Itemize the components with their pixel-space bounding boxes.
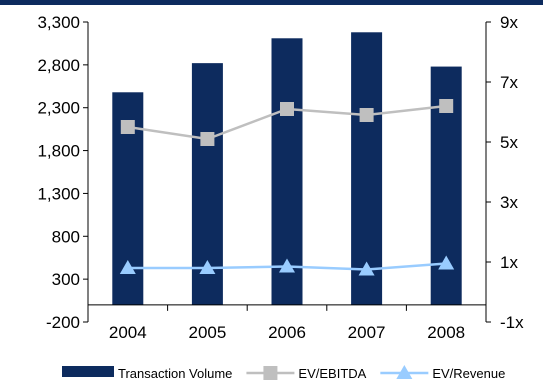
point-ev-revenue (279, 258, 295, 273)
point-ev-ebitda (359, 108, 374, 122)
legend-marker-ev-revenue (396, 365, 413, 379)
point-ev-ebitda (200, 132, 215, 146)
y-right-tick-label: 5x (500, 133, 518, 152)
legend-swatch-transaction-volume (62, 366, 114, 377)
legend-label-ev-revenue: EV/Revenue (432, 366, 505, 381)
plot-area: -200 300 800 1,300 1,800 2,300 2,800 3,300 -1x 1x… (37, 13, 524, 342)
y-left-tick-label: 800 (52, 227, 80, 246)
y-right-tick-label: 1x (500, 253, 518, 272)
y-left-tick-label: 1,800 (37, 142, 80, 161)
legend: Transaction Volume EV/EBITDA EV/Revenue (62, 365, 505, 381)
legend-label-ev-ebitda: EV/EBITDA (298, 366, 366, 381)
point-ev-revenue (358, 261, 375, 276)
y-left-tick-label: 3,300 (37, 13, 80, 32)
legend-label-transaction-volume: Transaction Volume (118, 366, 232, 381)
y-left-tick-label: 2,300 (37, 99, 80, 118)
point-ev-ebitda (120, 120, 135, 134)
x-tick-label: 2006 (268, 323, 306, 342)
point-ev-ebitda (280, 102, 294, 116)
y-right-tick-label: 9x (500, 13, 518, 32)
point-ev-revenue (119, 260, 136, 274)
y-right-tick-label: 3x (500, 193, 518, 212)
y-right-tick-label: 7x (500, 73, 518, 92)
top-rule (0, 0, 543, 5)
y-left-tick-label: 300 (52, 270, 80, 289)
point-ev-revenue (438, 255, 455, 270)
y-right-tick-label: -1x (500, 313, 524, 332)
point-ev-ebitda (439, 99, 454, 113)
x-tick-label: 2004 (109, 323, 147, 342)
legend-marker-ev-ebitda (263, 366, 278, 380)
y-left-tick-label: 1,300 (37, 184, 80, 203)
x-tick-label: 2008 (427, 323, 465, 342)
point-ev-revenue (199, 260, 216, 274)
bar-transaction-volume (351, 32, 383, 305)
y-left-tick-label: 2,800 (37, 56, 80, 75)
x-tick-label: 2005 (188, 323, 226, 342)
y-left-tick-label: -200 (46, 313, 80, 332)
x-tick-label: 2007 (348, 323, 386, 342)
